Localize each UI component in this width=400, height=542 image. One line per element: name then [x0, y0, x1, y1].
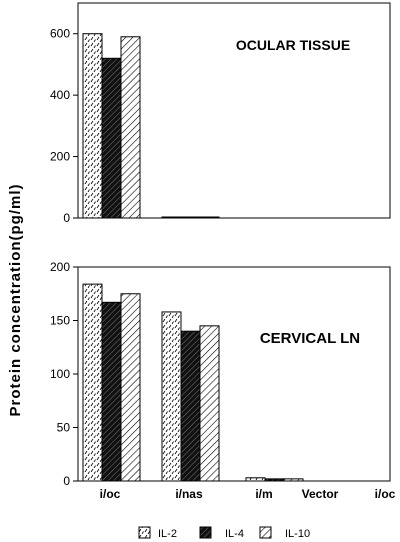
- y-tick-label: 200: [50, 150, 70, 164]
- bar-il-2-0: [82, 33, 103, 219]
- bar-il-10-0: [120, 293, 141, 482]
- y-tick-label: 0: [63, 474, 70, 488]
- x-category-label: i/oc: [375, 487, 396, 501]
- bar-il-4-0: [101, 301, 122, 482]
- panel-cervical-ln: CERVICAL LN 0 50 100 150 200 i/oc i/nas i/m Vect…: [50, 260, 396, 501]
- legend-label-il-2: IL-2: [158, 528, 177, 540]
- x-category-label: i/nas: [175, 487, 203, 501]
- y-tick-label: 400: [50, 88, 70, 102]
- legend-label-il-10: IL-10: [285, 528, 310, 540]
- x-category-label: i/m: [255, 487, 272, 501]
- bar-il-10-1: [199, 216, 220, 219]
- legend-swatch-il-4: [199, 526, 212, 539]
- bar-il-4-2: [264, 478, 285, 482]
- y-tick-label: 150: [50, 314, 70, 328]
- y-tick-label: 100: [50, 367, 70, 381]
- bar-il-10-2: [283, 478, 304, 482]
- bar-il-10-0: [120, 36, 141, 219]
- x-category-label: i/oc: [100, 487, 121, 501]
- bar-il-2-2: [245, 477, 266, 482]
- panel-title: OCULAR TISSUE: [236, 37, 350, 53]
- legend-swatch-il-10: [259, 526, 272, 539]
- bar-il-4-1: [180, 216, 201, 219]
- bar-il-10-1: [199, 325, 220, 482]
- bar-il-2-1: [161, 216, 182, 219]
- bar-il-2-0: [82, 283, 103, 482]
- legend-label-il-4: IL-4: [225, 528, 244, 540]
- legend-swatch-il-2: [138, 526, 151, 539]
- y-tick-label: 600: [50, 27, 70, 41]
- panel-ocular-tissue: OCULAR TISSUE 0 200 400 600: [50, 2, 391, 225]
- y-tick-label: 50: [57, 421, 71, 435]
- y-axis-label: Protein concentration(pg/ml): [7, 183, 24, 416]
- panel-title: CERVICAL LN: [260, 330, 360, 347]
- plot-frame: [77, 2, 391, 219]
- legend: IL-2 IL-4 IL-10: [138, 526, 310, 540]
- bar-il-4-0: [101, 57, 122, 219]
- bar-il-4-1: [180, 330, 201, 482]
- y-tick-label: 0: [63, 211, 70, 225]
- x-category-label: Vector: [302, 487, 339, 501]
- bar-il-2-1: [161, 311, 182, 482]
- y-tick-label: 200: [50, 260, 70, 274]
